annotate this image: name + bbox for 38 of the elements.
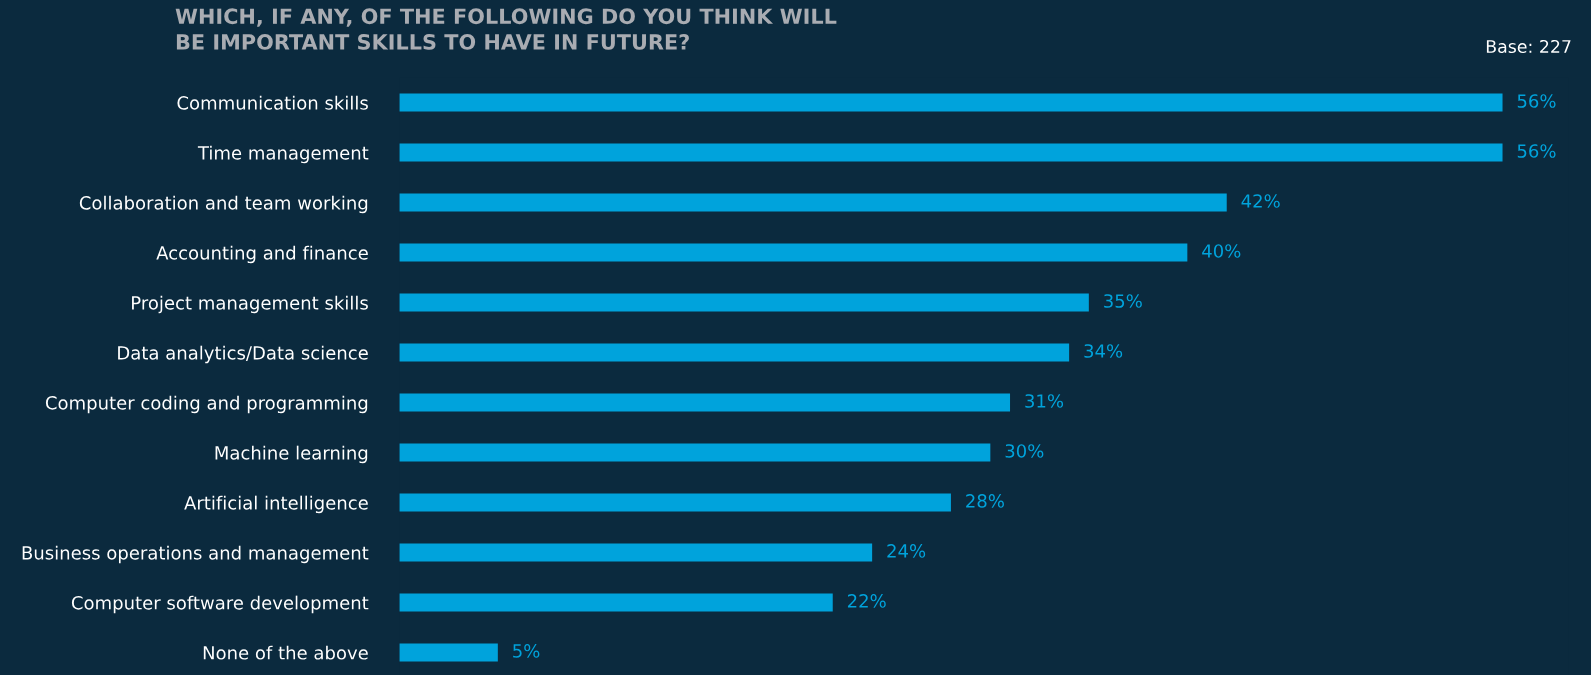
bar bbox=[399, 243, 1188, 262]
y-tick-label: Accounting and finance bbox=[156, 245, 368, 264]
y-tick-label: Artificial intelligence bbox=[184, 495, 368, 514]
data-label: 56% bbox=[1517, 144, 1556, 158]
bar bbox=[399, 143, 1503, 162]
bar bbox=[399, 543, 873, 562]
chart-title: WHICH, IF ANY, OF THE FOLLOWING DO YOU THINK WILL BE IMPORTANT SKILLS TO HAVE IN FUTURE? bbox=[175, 8, 837, 50]
y-tick-label: Time management bbox=[197, 145, 369, 164]
text: Base: 227 bbox=[1486, 39, 1571, 54]
bar bbox=[399, 593, 833, 612]
data-label: 40% bbox=[1202, 244, 1241, 258]
data-label: 24% bbox=[887, 544, 926, 558]
bar bbox=[399, 343, 1070, 362]
y-tick-label: Collaboration and team working bbox=[79, 195, 368, 214]
data-label: 22% bbox=[847, 594, 886, 608]
y-tick-label: Project management skills bbox=[132, 295, 368, 314]
bar bbox=[399, 293, 1089, 312]
bar bbox=[399, 443, 991, 462]
data-label: 34% bbox=[1084, 344, 1123, 358]
y-tick-label: Computer software development bbox=[71, 595, 369, 614]
data-label: 28% bbox=[966, 494, 1004, 508]
y-tick-label: Communication skills bbox=[177, 95, 368, 110]
y-tick-label: Business operations and management bbox=[22, 545, 369, 564]
y-tick-label: None of the above bbox=[203, 645, 368, 660]
data-label: 35% bbox=[1104, 294, 1142, 308]
bar bbox=[399, 493, 951, 512]
data-label: 42% bbox=[1241, 194, 1280, 208]
data-label: 5% bbox=[513, 644, 540, 658]
bar bbox=[399, 93, 1503, 112]
bar bbox=[399, 643, 498, 662]
data-label: 56% bbox=[1517, 94, 1556, 108]
y-tick-label: Machine learning bbox=[215, 445, 368, 464]
y-tick-label: Computer coding and programming bbox=[45, 395, 368, 414]
data-label: 31% bbox=[1025, 394, 1064, 408]
bar bbox=[399, 393, 1011, 412]
y-tick-label: Data analytics/Data science bbox=[118, 345, 368, 364]
data-label: 30% bbox=[1005, 444, 1044, 458]
bar bbox=[399, 193, 1227, 212]
